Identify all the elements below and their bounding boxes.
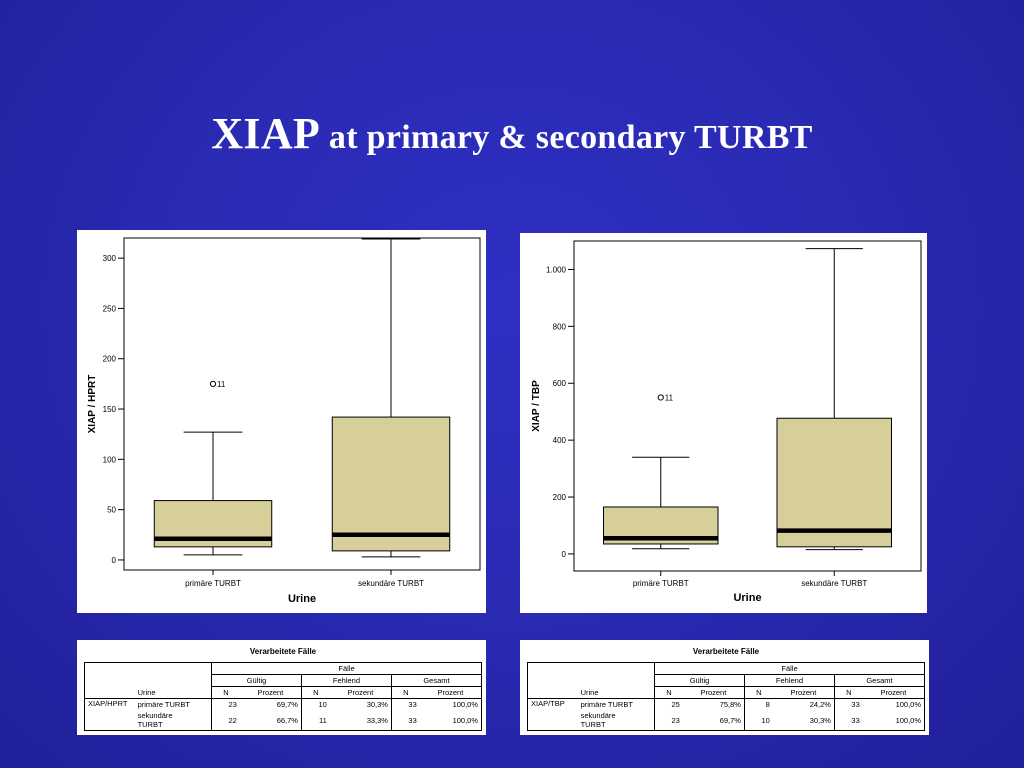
x-tick-label: primäre TURBT [185,579,241,588]
variable-label: XIAP/TBP [526,698,578,710]
col-header: N [743,686,773,699]
table-caption: Verarbeitete Fälle [692,647,760,656]
group-header-fehlend: Fehlend [300,674,392,687]
col-header: N [390,686,420,699]
y-tick-label: 0 [112,556,117,565]
cell-value: 30,3% [772,710,835,731]
col-header: Prozent [329,686,392,699]
group-header-fehlend: Fehlend [743,674,835,687]
cell-value: 69,7% [276,700,298,709]
group-header-gesamt: Gesamt [833,674,926,687]
col-header: N [653,686,683,699]
cell-value: 10 [300,698,330,710]
boxplot-chart-hprt: 0 50 100 150 200 250 300 XIAP / HPRT Urine 11 prim… [87,237,481,605]
y-tick-label: 200 [103,355,117,364]
cell-value: 100,0% [419,698,482,710]
row-label: sekundäre TURBT [134,710,212,731]
cell-value: 75,8% [719,700,741,709]
cell-value: 33,3% [329,710,392,731]
slide-title-xiap: XIAP [211,109,321,158]
col-header: N [210,686,240,699]
variable-label: XIAP/HPRT [83,698,135,710]
cases-table-hprt: Verarbeitete Fälle Fälle Gültig Fehlend … [83,642,483,731]
outlier-point [657,394,664,401]
group-header-gueltig: Gültig [211,674,302,687]
y-tick-label: 600 [553,379,567,388]
chart-panel-tbp: 0 200 400 600 800 1.000 XIAP / TBP Urine 11 primä… [520,233,927,613]
table-panel-hprt: Verarbeitete Fälle Fälle Gültig Fehlend … [77,640,486,735]
box-iqr [331,416,451,552]
y-tick-label: 0 [562,550,567,559]
y-tick-label: 400 [553,436,567,445]
x-tick-label: primäre TURBT [633,579,689,588]
col-header: Prozent [419,686,482,699]
cell-value: 11 [300,710,330,731]
row-label: primäre TURBT [580,700,633,709]
y-tick-label: 100 [103,455,117,464]
y-tick-label: 300 [103,254,117,263]
table-row: XIAP/HPRT primäre TURBT 23 69,7% 10 30,3… [83,698,482,710]
col-header: Prozent [682,686,745,699]
group-header-gueltig: Gültig [654,674,745,687]
x-axis-label: Urine [288,593,316,605]
table-panel-tbp: Verarbeitete Fälle Fälle Gültig Fehlend … [520,640,929,735]
cell-value: 33 [390,698,420,710]
outlier-point [209,380,217,387]
y-tick-label: 800 [553,322,567,331]
table-caption: Verarbeitete Fälle [249,647,317,656]
cell-value: 33 [390,710,420,731]
y-axis-label: XIAP / HPRT [87,375,98,434]
x-tick-label: sekundäre TURBT [358,579,424,588]
cell-value: 25 [653,698,683,710]
row-label: sekundäre TURBT [577,710,655,731]
cell-value: 33 [833,710,863,731]
cell-value: 10 [743,710,773,731]
cell-value: 100,0% [862,710,925,731]
slide-title: XIAP at primary & secondary TURBT [0,108,1024,159]
cell-value: 23 [653,710,683,731]
col-header: N [833,686,863,699]
row-label-header: Urine [134,686,212,699]
x-axis-label: Urine [733,592,761,604]
cell-value: 30,3% [366,700,388,709]
chart-panel-hprt: 0 50 100 150 200 250 300 XIAP / HPRT Urine 11 prim… [77,230,486,613]
cell-value: 8 [743,698,773,710]
cases-table-tbp: Verarbeitete Fälle Fälle Gültig Fehlend … [526,642,926,731]
y-tick-label: 200 [553,493,567,502]
group-header-gesamt: Gesamt [390,674,483,687]
y-tick-label: 150 [103,405,117,414]
col-header: Prozent [772,686,835,699]
row-label: primäre TURBT [137,700,190,709]
col-header: N [300,686,330,699]
cell-value: 23 [210,698,240,710]
y-axis-label: XIAP / TBP [531,380,542,432]
table-row: sekundäre TURBT 22 66,7% 11 33,3% 33 100… [83,710,482,731]
boxplot-chart-tbp: 0 200 400 600 800 1.000 XIAP / TBP Urine 11 primä… [531,240,922,604]
faelle-header: Fälle [654,662,925,675]
cell-value: 33 [833,698,863,710]
slide-title-rest: at primary & secondary TURBT [320,119,813,156]
outlier-label: 11 [217,380,226,389]
plot-frame [123,237,481,571]
cell-value: 66,7% [239,710,302,731]
outlier-label: 11 [665,393,674,402]
plot-frame [573,240,922,572]
x-tick-label: sekundäre TURBT [801,579,867,588]
box-iqr [776,417,893,548]
table-row: sekundäre TURBT 23 69,7% 10 30,3% 33 100… [526,710,925,731]
cell-value: 24,2% [809,700,831,709]
cell-value: 22 [210,710,240,731]
y-tick-label: 250 [103,304,117,313]
cell-value: 69,7% [682,710,745,731]
faelle-header: Fälle [211,662,482,675]
cell-value: 100,0% [862,698,925,710]
table-row: XIAP/TBP primäre TURBT 25 75,8% 8 24,2% … [526,698,925,710]
y-tick-label: 50 [107,506,116,515]
cell-value: 100,0% [419,710,482,731]
col-header: Prozent [239,686,302,699]
y-tick-label: 1.000 [546,265,567,274]
row-label-header: Urine [577,686,655,699]
col-header: Prozent [862,686,925,699]
